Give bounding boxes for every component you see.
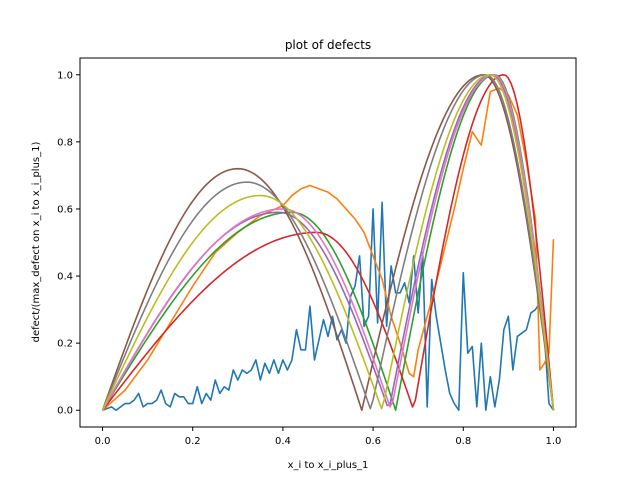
series-line-6 bbox=[101, 73, 555, 412]
plot-frame bbox=[79, 57, 577, 428]
x-tick-label: 0.6 bbox=[365, 436, 381, 447]
x-tick-label: 0.4 bbox=[275, 436, 291, 447]
y-tick-label: 0.6 bbox=[57, 204, 73, 215]
y-tick-label: 1.0 bbox=[57, 70, 73, 81]
y-tick-label: 0.0 bbox=[57, 406, 73, 417]
series-line-3 bbox=[101, 73, 555, 412]
x-tick-label: 1.0 bbox=[546, 436, 562, 447]
x-tick-label: 0.0 bbox=[95, 436, 111, 447]
series-line-1 bbox=[102, 201, 555, 412]
series-line-7 bbox=[101, 73, 555, 411]
chart-title: plot of defects bbox=[285, 38, 371, 52]
y-axis-label: defect/(max_defect on x_i to x_i_plus_1) bbox=[31, 142, 42, 343]
series-line-9 bbox=[101, 74, 555, 411]
series-line-8 bbox=[101, 73, 555, 411]
y-tick-label: 0.8 bbox=[57, 137, 73, 148]
series-line-4 bbox=[101, 74, 555, 411]
y-tick-label: 0.2 bbox=[57, 339, 73, 350]
x-axis-label: x_i to x_i_plus_1 bbox=[288, 460, 369, 471]
x-tick-label: 0.2 bbox=[185, 436, 201, 447]
x-tick-label: 0.8 bbox=[455, 436, 471, 447]
series-line-2 bbox=[102, 87, 555, 411]
y-tick-label: 0.4 bbox=[57, 272, 73, 283]
